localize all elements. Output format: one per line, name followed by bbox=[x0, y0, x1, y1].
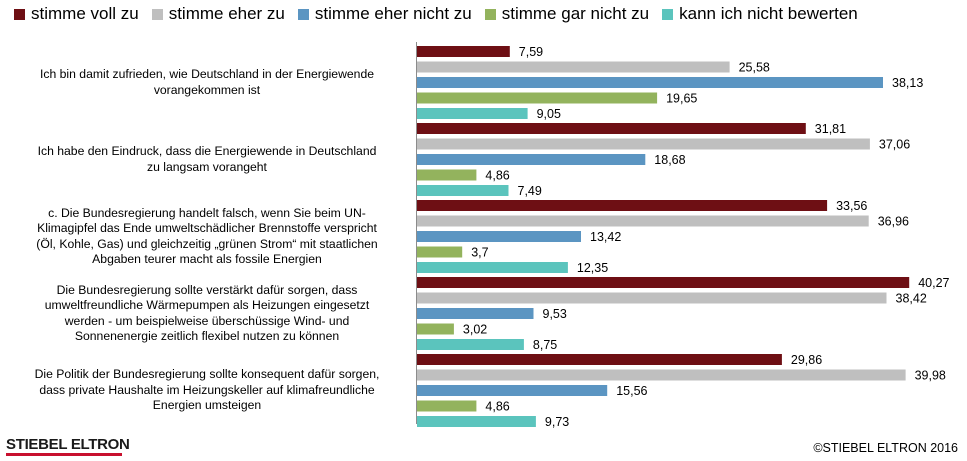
bar-q3-stimme-voll-zu bbox=[417, 200, 828, 211]
bar-q3-stimme-eher-zu bbox=[417, 215, 869, 227]
bar-q5-stimme-eher-zu bbox=[417, 369, 906, 381]
value-label-q1-kann-ich-nicht-bewerten: 9,05 bbox=[537, 107, 561, 121]
legend-swatch bbox=[151, 8, 163, 20]
category-label-line: Abgaben teurer macht als fossile Energie… bbox=[92, 251, 322, 266]
category-label-line: werden - um beispielweise überschüssige … bbox=[64, 313, 350, 328]
bar-q1-stimme-eher-nicht-zu bbox=[417, 77, 883, 88]
bar-q3-stimme-eher-nicht-zu bbox=[417, 231, 581, 242]
bar-q2-stimme-voll-zu bbox=[417, 123, 806, 134]
category-label-line: Sonnenenergie zeitlich flexibel nutzen z… bbox=[74, 328, 340, 343]
category-label-line: umweltfreundliche Wärmepumpen als Heizun… bbox=[44, 298, 370, 313]
bar-q2-stimme-eher-nicht-zu bbox=[417, 154, 646, 165]
bar-q2-stimme-eher-zu bbox=[417, 138, 870, 150]
value-label-q4-stimme-voll-zu: 40,27 bbox=[918, 276, 949, 290]
bar-q1-stimme-voll-zu bbox=[417, 46, 510, 57]
category-label-line: (Öl, Kohle, Gas) und gleichzeitig „grüne… bbox=[36, 236, 378, 251]
category-label-q2: Ich habe den Eindruck, dass die Energiew… bbox=[6, 144, 408, 175]
value-label-q4-stimme-gar-nicht-zu: 3,02 bbox=[463, 323, 487, 337]
legend-item-stimme-gar-nicht-zu: stimme gar nicht zu bbox=[484, 4, 650, 24]
legend-swatch bbox=[14, 8, 25, 20]
category-label-line: Ich habe den Eindruck, dass die Energiew… bbox=[37, 144, 377, 159]
bar-q4-stimme-eher-nicht-zu bbox=[417, 308, 534, 319]
bar-q4-stimme-eher-zu bbox=[417, 292, 887, 304]
value-label-q4-stimme-eher-nicht-zu: 9,53 bbox=[543, 307, 567, 321]
category-label-q5: Die Politik der Bundesregierung sollte k… bbox=[6, 367, 408, 413]
bar-q1-kann-ich-nicht-bewerten bbox=[417, 108, 528, 119]
value-label-q4-kann-ich-nicht-bewerten: 8,75 bbox=[533, 338, 557, 352]
value-label-q5-stimme-eher-nicht-zu: 15,56 bbox=[616, 384, 647, 398]
legend-label: stimme voll zu bbox=[31, 4, 139, 23]
category-label-line: Ich bin damit zufrieden, wie Deutschland… bbox=[40, 67, 374, 82]
category-label-q1: Ich bin damit zufrieden, wie Deutschland… bbox=[6, 67, 408, 98]
value-label-q2-stimme-eher-zu: 37,06 bbox=[879, 138, 910, 152]
value-label-q5-kann-ich-nicht-bewerten: 9,73 bbox=[545, 415, 569, 429]
category-label-line: dass private Haushalte im Heizungskeller… bbox=[39, 382, 375, 397]
category-label-line: zu langsam vorangeht bbox=[147, 159, 267, 174]
category-label-line: Die Politik der Bundesregierung sollte k… bbox=[34, 367, 380, 382]
bar-q3-stimme-gar-nicht-zu bbox=[417, 246, 463, 258]
legend-swatch bbox=[662, 8, 674, 20]
category-label-line: Klimagipfel das Ende umweltschädlicher B… bbox=[37, 221, 377, 236]
legend-label: kann ich nicht bewerten bbox=[679, 4, 858, 23]
value-label-q2-stimme-eher-nicht-zu: 18,68 bbox=[654, 153, 685, 167]
value-label-q2-stimme-voll-zu: 31,81 bbox=[815, 122, 846, 136]
bar-q5-kann-ich-nicht-bewerten bbox=[417, 416, 536, 427]
category-label-line: vorangekommen ist bbox=[153, 82, 261, 97]
value-label-q2-stimme-gar-nicht-zu: 4,86 bbox=[485, 169, 509, 183]
legend-item-stimme-voll-zu: stimme voll zu bbox=[14, 4, 139, 24]
value-label-q1-stimme-eher-zu: 25,58 bbox=[739, 61, 770, 75]
value-label-q3-stimme-gar-nicht-zu: 3,7 bbox=[471, 246, 488, 260]
legend-item-stimme-eher-nicht-zu: stimme eher nicht zu bbox=[297, 4, 472, 24]
bar-q5-stimme-gar-nicht-zu bbox=[417, 400, 477, 412]
bar-q1-stimme-eher-zu bbox=[417, 61, 730, 73]
legend-label: stimme gar nicht zu bbox=[501, 4, 650, 23]
bar-q1-stimme-gar-nicht-zu bbox=[417, 92, 658, 104]
bar-q4-stimme-gar-nicht-zu bbox=[417, 323, 454, 335]
category-label-line: c. Die Bundesregierung handelt falsch, w… bbox=[48, 205, 366, 220]
bar-q4-kann-ich-nicht-bewerten bbox=[417, 339, 524, 350]
legend-label: stimme eher nicht zu bbox=[314, 4, 472, 23]
value-label-q5-stimme-gar-nicht-zu: 4,86 bbox=[485, 400, 509, 414]
value-label-q5-stimme-eher-zu: 39,98 bbox=[915, 369, 946, 383]
legend-item-kann-ich-nicht-bewerten: kann ich nicht bewerten bbox=[662, 4, 858, 24]
bar-q3-kann-ich-nicht-bewerten bbox=[417, 262, 568, 273]
bar-q4-stimme-voll-zu bbox=[417, 277, 910, 288]
bar-q2-kann-ich-nicht-bewerten bbox=[417, 185, 509, 196]
copyright-notice: ©STIEBEL ELTRON 2016 bbox=[813, 441, 958, 455]
legend-item-stimme-eher-zu: stimme eher zu bbox=[151, 4, 285, 24]
value-label-q3-stimme-eher-zu: 36,96 bbox=[878, 215, 909, 229]
legend-label: stimme eher zu bbox=[168, 4, 285, 23]
chart-legend: stimme voll zu stimme eher zu stimme eher … bbox=[14, 3, 871, 25]
category-label-q4: Die Bundesregierung sollte verstärkt daf… bbox=[6, 283, 408, 345]
logo-underline bbox=[6, 453, 122, 456]
value-label-q3-stimme-voll-zu: 33,56 bbox=[836, 199, 867, 213]
value-label-q4-stimme-eher-zu: 38,42 bbox=[896, 292, 927, 306]
stiebel-eltron-logo: STIEBEL ELTRON bbox=[6, 437, 130, 456]
bar-q5-stimme-eher-nicht-zu bbox=[417, 385, 608, 396]
category-label-line: Energien umsteigen bbox=[152, 398, 262, 413]
legend-swatch bbox=[484, 8, 496, 20]
value-label-q1-stimme-voll-zu: 7,59 bbox=[519, 45, 543, 59]
category-label-line: Die Bundesregierung sollte verstärkt daf… bbox=[56, 282, 358, 297]
category-label-q3: c. Die Bundesregierung handelt falsch, w… bbox=[6, 206, 408, 268]
value-label-q3-kann-ich-nicht-bewerten: 12,35 bbox=[577, 261, 608, 275]
logo-text: STIEBEL ELTRON bbox=[6, 436, 130, 453]
legend-swatch bbox=[297, 8, 309, 20]
value-label-q1-stimme-eher-nicht-zu: 38,13 bbox=[892, 76, 923, 90]
value-label-q3-stimme-eher-nicht-zu: 13,42 bbox=[590, 230, 621, 244]
value-label-q2-kann-ich-nicht-bewerten: 7,49 bbox=[518, 184, 542, 198]
value-label-q5-stimme-voll-zu: 29,86 bbox=[791, 353, 822, 367]
bar-q5-stimme-voll-zu bbox=[417, 354, 782, 365]
bar-q2-stimme-gar-nicht-zu bbox=[417, 169, 477, 181]
value-label-q1-stimme-gar-nicht-zu: 19,65 bbox=[666, 92, 697, 106]
